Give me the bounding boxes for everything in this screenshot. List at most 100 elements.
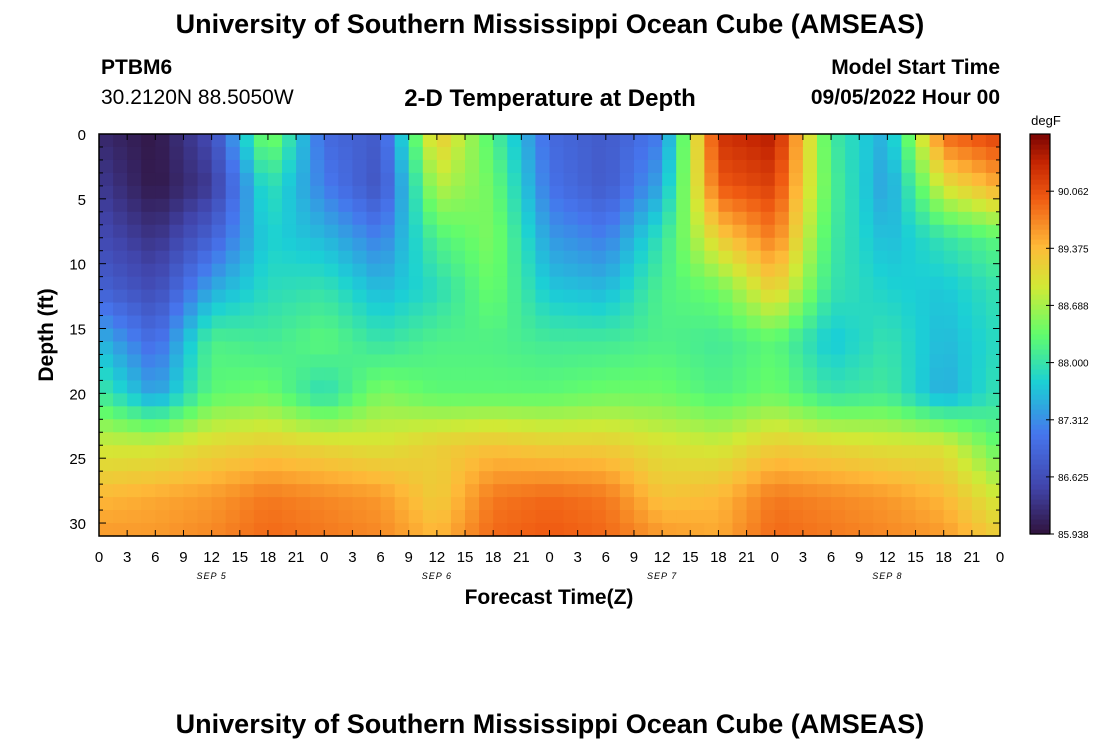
heatmap-cell [802, 302, 818, 317]
heatmap-cell [549, 146, 565, 161]
heatmap-cell [324, 211, 339, 226]
heatmap-cell [408, 354, 424, 369]
heatmap-cell [957, 497, 973, 511]
heatmap-cell [507, 263, 522, 278]
colorbar-segment [1030, 384, 1050, 390]
heatmap-cell [873, 263, 888, 278]
heatmap-cell [760, 419, 776, 433]
heatmap-cell [619, 328, 635, 343]
heatmap-cell [310, 185, 325, 200]
heatmap-cell [873, 315, 888, 330]
heatmap-cell [690, 224, 705, 239]
heatmap-cell [493, 289, 508, 304]
x-tick-label: 18 [485, 549, 502, 566]
heatmap-cell [465, 354, 480, 369]
heatmap-cell [450, 367, 466, 381]
heatmap-cell [549, 432, 565, 446]
heatmap-cell [141, 159, 156, 174]
heatmap-cell [774, 172, 790, 187]
heatmap-cell [577, 276, 593, 291]
heatmap-cell [493, 406, 508, 420]
heatmap-cell [493, 198, 508, 213]
heatmap-cell [859, 419, 874, 433]
heatmap-cell [718, 172, 734, 187]
heatmap-cell [127, 432, 142, 446]
heatmap-cell [141, 250, 156, 265]
heatmap-cell [788, 198, 804, 213]
heatmap-cell [366, 497, 382, 511]
heatmap-cell [633, 134, 649, 148]
heatmap-cell [732, 523, 748, 537]
heatmap-cell [225, 484, 241, 498]
heatmap-cell [324, 159, 339, 174]
heatmap-cell [296, 276, 311, 291]
page-title: University of Southern Mississippi Ocean… [175, 9, 925, 39]
heatmap-cell [408, 315, 424, 330]
heatmap-cell [816, 159, 832, 174]
heatmap-cell [479, 146, 494, 161]
heatmap-cell [732, 250, 748, 265]
heatmap-cell [591, 458, 607, 472]
heatmap-cell [633, 237, 649, 252]
heatmap-cell [563, 315, 579, 330]
heatmap-cell [577, 224, 593, 239]
heatmap-cell [465, 458, 480, 472]
colorbar-segment [1030, 499, 1050, 505]
heatmap-cell [746, 315, 762, 330]
heatmap-cell [591, 315, 607, 330]
y-tick-label: 5 [78, 192, 86, 209]
heatmap-cell [183, 159, 199, 174]
heatmap-cell [127, 198, 142, 213]
heatmap-cell [197, 211, 213, 226]
heatmap-cell [633, 198, 649, 213]
heatmap-cell [113, 380, 128, 394]
heatmap-cell [901, 393, 917, 407]
heatmap-cell [633, 185, 649, 200]
heatmap-cell [577, 263, 593, 278]
heatmap-cell [619, 419, 635, 433]
heatmap-cell [282, 419, 297, 433]
heatmap-cell [155, 510, 170, 524]
heatmap-cell [450, 134, 466, 148]
heatmap-cell [366, 341, 382, 356]
heatmap-cell [225, 458, 241, 472]
heatmap-cell [436, 380, 452, 394]
heatmap-cell [746, 484, 762, 498]
heatmap-cell [197, 237, 213, 252]
heatmap-cell [831, 263, 846, 278]
heatmap-cell [563, 406, 579, 420]
heatmap-cell [282, 432, 297, 446]
heatmap-cell [676, 380, 691, 394]
heatmap-cell [535, 354, 551, 369]
heatmap-cell [380, 497, 396, 511]
heatmap-cell [366, 250, 382, 265]
heatmap-cell [253, 367, 269, 381]
colorbar-segment [1030, 329, 1050, 335]
heatmap-cell [239, 406, 255, 420]
x-tick-label: 15 [457, 549, 474, 566]
heatmap-cell [267, 159, 283, 174]
colorbar-segment [1030, 484, 1050, 490]
heatmap-cell [873, 159, 888, 174]
heatmap-cell [873, 432, 888, 446]
heatmap-cell [141, 393, 156, 407]
heatmap-cell [197, 510, 213, 524]
heatmap-cell [774, 276, 790, 291]
heatmap-cell [535, 484, 551, 498]
heatmap-cell [957, 172, 973, 187]
colorbar-segment [1030, 289, 1050, 295]
heatmap-cell [141, 432, 156, 446]
heatmap-cell [493, 354, 508, 369]
heatmap-cell [732, 198, 748, 213]
heatmap-cell [619, 211, 635, 226]
heatmap-cell [732, 419, 748, 433]
heatmap-cell [788, 432, 804, 446]
heatmap-cell [718, 146, 734, 161]
heatmap-cell [943, 406, 959, 420]
heatmap-cell [394, 471, 410, 485]
heatmap-cell [127, 471, 142, 485]
heatmap-cell [563, 159, 579, 174]
heatmap-cell [225, 380, 241, 394]
heatmap-cell [197, 523, 213, 537]
heatmap-cell [155, 354, 170, 369]
